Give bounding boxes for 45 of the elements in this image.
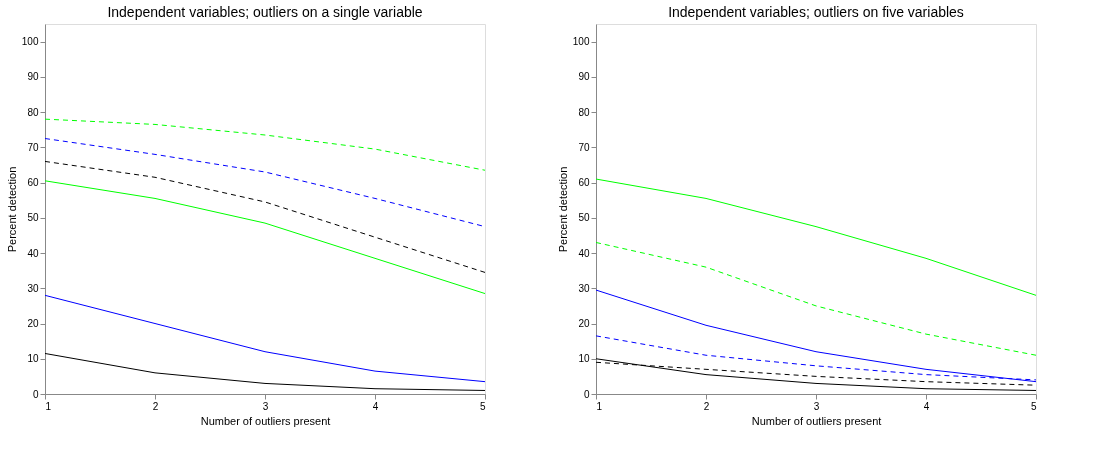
line-series xyxy=(44,118,486,171)
y-tick-label: 50 xyxy=(578,212,590,224)
y-tick-label: 0 xyxy=(583,388,590,400)
y-axis-title: Percent detection xyxy=(5,166,18,253)
x-axis-title: Number of outliers present xyxy=(751,414,882,427)
y-tick-label: 100 xyxy=(572,36,590,48)
x-tick-label: 1 xyxy=(45,400,52,412)
x-tick-label: 3 xyxy=(813,400,820,412)
x-tick-label: 2 xyxy=(152,400,159,412)
chart-title: Independent variables; outliers on a single variable xyxy=(107,4,423,20)
y-tick-label: 30 xyxy=(27,282,39,294)
y-tick-label: 80 xyxy=(27,106,39,118)
y-tick-label: 50 xyxy=(27,212,39,224)
y-tick-label: 10 xyxy=(27,353,39,365)
line-series xyxy=(595,241,1037,356)
x-tick-label: 4 xyxy=(372,400,379,412)
y-tick-label: 10 xyxy=(578,353,590,365)
line-series xyxy=(44,352,486,391)
y-tick-label: 30 xyxy=(578,282,590,294)
line-series xyxy=(44,294,486,383)
x-tick-label: 5 xyxy=(479,400,486,412)
x-tick-label: 5 xyxy=(1030,400,1037,412)
x-tick-label: 1 xyxy=(596,400,603,412)
line-series xyxy=(44,160,486,273)
line-series xyxy=(44,180,486,295)
y-tick-label: 0 xyxy=(32,388,39,400)
y-tick-label: 40 xyxy=(578,247,590,259)
y-tick-label: 40 xyxy=(27,247,39,259)
y-tick-label: 100 xyxy=(21,36,39,48)
x-tick-label: 2 xyxy=(703,400,710,412)
y-tick-label: 60 xyxy=(27,177,39,189)
y-tick-label: 60 xyxy=(578,177,590,189)
y-axis-title: Percent detection xyxy=(556,166,569,253)
y-tick-label: 20 xyxy=(27,318,39,330)
y-tick-label: 70 xyxy=(578,141,590,153)
y-tick-label: 90 xyxy=(27,71,39,83)
y-tick-label: 80 xyxy=(578,106,590,118)
line-series xyxy=(595,178,1037,296)
y-tick-label: 70 xyxy=(27,141,39,153)
y-tick-label: 90 xyxy=(578,71,590,83)
x-axis-title: Number of outliers present xyxy=(200,414,331,427)
chart-title: Independent variables; outliers on five variables xyxy=(668,4,964,20)
x-tick-label: 4 xyxy=(923,400,930,412)
x-tick-label: 3 xyxy=(262,400,269,412)
y-tick-label: 20 xyxy=(578,318,590,330)
